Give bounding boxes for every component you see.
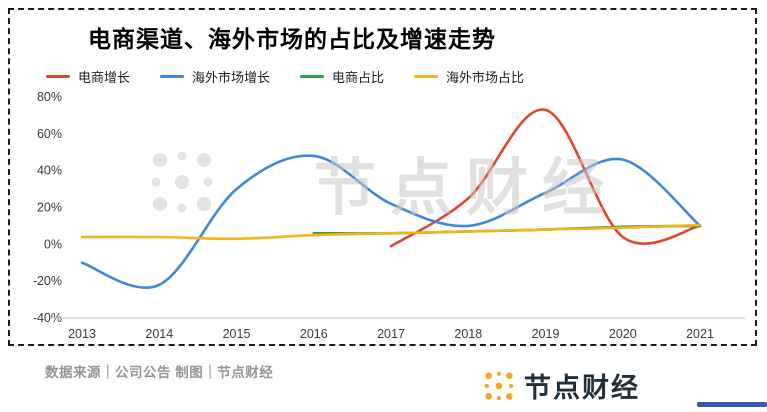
legend-item: 海外市场增长 — [160, 67, 270, 86]
legend-item: 海外市场占比 — [414, 67, 524, 86]
chart-area: 80% 60% 40% 20% 0% -20% -40% 2013 2014 2015 2016 20… — [10, 85, 755, 343]
legend-color-line — [160, 75, 185, 78]
legend-item: 电商增长 — [46, 67, 130, 86]
y-tick-label: 0% — [44, 237, 62, 251]
chart-title: 电商渠道、海外市场的占比及增速走势 — [88, 26, 496, 52]
x-tick-label: 2016 — [300, 327, 328, 341]
x-tick-label: 2021 — [686, 327, 714, 341]
legend: 电商增长 海外市场增长 电商占比 海外市场占比 — [46, 67, 755, 86]
y-tick-label: 60% — [37, 127, 62, 141]
legend-label: 海外市场增长 — [192, 70, 271, 85]
y-tick-label: -40% — [33, 311, 62, 325]
line-chart: 80% 60% 40% 20% 0% -20% -40% 2013 2014 2015 2016 20… — [33, 90, 745, 341]
legend-color-line — [46, 75, 70, 78]
x-tick-label: 2020 — [609, 327, 637, 341]
legend-label: 电商占比 — [332, 70, 385, 85]
x-tick-label: 2018 — [454, 327, 482, 341]
footer: 数据来源｜公司公告 制图｜节点财经 节点财经 — [0, 352, 767, 412]
y-tick-label: 20% — [37, 201, 62, 215]
y-tick-label: 80% — [37, 90, 62, 104]
series-line — [389, 108, 702, 248]
x-tick-label: 2014 — [145, 327, 173, 341]
legend-color-line — [300, 75, 325, 78]
legend-label: 海外市场占比 — [446, 70, 525, 85]
x-tick-label: 2019 — [532, 327, 560, 341]
logo-accent-bar — [697, 402, 767, 407]
series-line — [80, 154, 702, 289]
data-source-text: 数据来源｜公司公告 制图｜节点财经 — [45, 365, 274, 380]
x-tick-label: 2015 — [223, 327, 251, 341]
brand-logo-icon — [484, 371, 514, 400]
brand-logo-text: 节点财经 — [524, 373, 640, 403]
x-tick-label: 2017 — [377, 327, 405, 341]
y-tick-label: 40% — [37, 164, 62, 178]
legend-label: 电商增长 — [78, 70, 131, 85]
chart-panel: 电商渠道、海外市场的占比及增速走势 电商增长 海外市场增长 电商占比 海外市场占比 8… — [8, 8, 757, 346]
series-line — [80, 223, 702, 241]
x-tick-label: 2013 — [68, 327, 96, 341]
legend-color-line — [414, 75, 439, 78]
y-tick-label: -20% — [33, 274, 62, 288]
brand-logo: 节点财经 — [484, 366, 640, 405]
legend-item: 电商占比 — [300, 67, 384, 86]
